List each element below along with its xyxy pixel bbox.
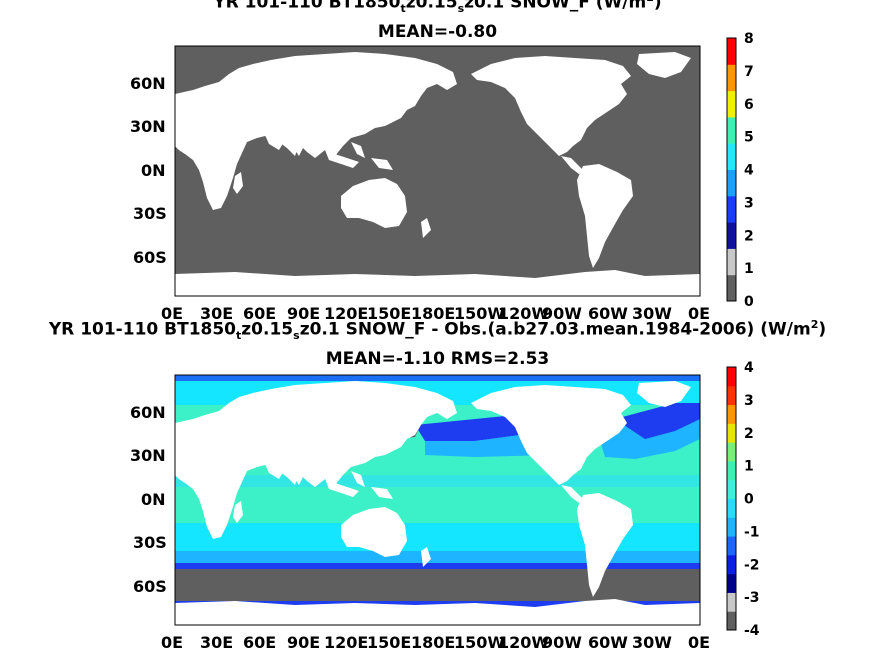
colorbar-swatch [727,573,736,593]
lon-label: 60E [243,633,276,652]
lat-label: 30S [133,533,167,552]
colorbar-swatch [727,404,736,424]
panel2-mean: MEAN=-1.10 RMS=2.53 [325,349,550,369]
lat-label: 60N [130,74,166,93]
colorbar-swatch [727,423,736,443]
lon-label: 120E [324,633,368,652]
panel1-lon-axis: 0E 30E 60E 90E 120E 150E 180E 150W 120W … [161,304,710,323]
colorbar-swatch [727,517,736,537]
colorbar-tick-label: -4 [744,623,760,639]
lat-label: 60S [133,577,167,596]
lat-label: 30N [130,446,166,465]
lat-label: 0N [141,161,166,180]
colorbar-swatch [727,90,736,118]
colorbar-tick-label: 4 [744,163,754,179]
colorbar-swatch [727,592,736,612]
lon-label: 60W [588,304,628,323]
colorbar-tick-label: -3 [744,590,760,606]
panel1-colorbar: 0 1 2 3 4 5 6 7 8 [726,31,754,310]
colorbar-tick-label: 0 [744,294,754,310]
colorbar-swatch [727,498,736,518]
panel2-lon-axis: 0E 30E 60E 90E 120E 150E 180E 150W 120W … [161,633,710,652]
lon-label: 30E [200,633,233,652]
lon-label: 30W [632,633,672,652]
lon-label: 120W [498,633,549,652]
lon-label: 120W [498,304,549,323]
colorbar-tick-label: 3 [744,195,754,211]
lon-label: 0E [161,633,183,652]
lon-label: 150W [454,633,505,652]
lat-label: 30S [133,204,167,223]
lon-label: 0E [688,633,710,652]
colorbar-swatch [727,274,736,302]
panel2-title: YR 101-110 BT1850tz0.15sz0.1 SNOW_F - Ob… [48,318,827,343]
colorbar-swatch [727,460,736,481]
colorbar-tick-label: 7 [744,64,754,80]
colorbar-swatch [727,248,736,276]
lon-label: 180E [411,633,455,652]
colorbar-tick-label: 1 [744,459,754,475]
colorbar-tick-label: 6 [744,97,754,113]
lon-label: 60E [243,304,276,323]
lon-label: 90W [542,633,582,652]
colorbar-frame [726,366,737,631]
lon-label: 150E [367,304,411,323]
colorbar-swatch [727,385,736,406]
colorbar-swatch [727,143,736,170]
colorbar-swatch [727,611,736,631]
colorbar-tick-label: 4 [744,360,754,376]
panel1-lat-axis: 60N 30N 0N 30S 60S [130,74,167,267]
lon-label: 30W [632,304,672,323]
colorbar-tick-label: 3 [744,393,754,409]
lon-label: 0E [161,304,183,323]
lon-label: 90W [542,304,582,323]
lat-label: 0N [141,490,166,509]
lon-label: 150W [454,304,505,323]
colorbar-swatch [727,195,736,223]
colorbar-tick-label: 5 [744,130,754,146]
colorbar-frame [726,37,737,302]
colorbar-swatch [727,442,736,462]
colorbar-swatch [727,479,736,499]
colorbar-swatch [727,116,736,144]
panel1-map [174,45,701,297]
lon-label: 180E [411,304,455,323]
panel2-lat-axis: 60N 30N 0N 30S 60S [130,403,167,596]
panel1-title: YR 101-110 BT1850tz0.15sz0.1 SNOW_F (W/m… [213,0,662,16]
colorbar-swatch [727,222,736,249]
lon-label: 60W [588,633,628,652]
panel2-map [174,374,701,626]
colorbar-tick-label: 2 [744,228,754,244]
lon-label: 150E [367,633,411,652]
panel1-mean: MEAN=-0.80 [377,22,498,42]
colorbar-swatch [727,367,736,387]
lon-label: 90E [287,633,320,652]
colorbar-tick-label: -1 [744,524,760,540]
colorbar-swatch [727,536,736,556]
colorbar-tick-label: 2 [744,426,754,442]
lat-label: 30N [130,117,166,136]
panel2-colorbar: -4 -3 -2 -1 0 1 2 3 4 [726,360,760,639]
colorbar-tick-label: 1 [744,261,754,277]
colorbar-swatch [727,554,736,575]
lon-label: 0E [688,304,710,323]
lat-label: 60N [130,403,166,422]
colorbar-swatch [727,64,736,92]
lon-label: 90E [287,304,320,323]
colorbar-tick-label: 0 [744,492,754,508]
lon-label: 30E [200,304,233,323]
lon-label: 120E [324,304,368,323]
colorbar-tick-label: -2 [744,557,760,573]
colorbar-swatch [727,38,736,65]
colorbar-tick-label: 8 [744,31,754,47]
lat-label: 60S [133,248,167,267]
colorbar-swatch [727,169,736,197]
